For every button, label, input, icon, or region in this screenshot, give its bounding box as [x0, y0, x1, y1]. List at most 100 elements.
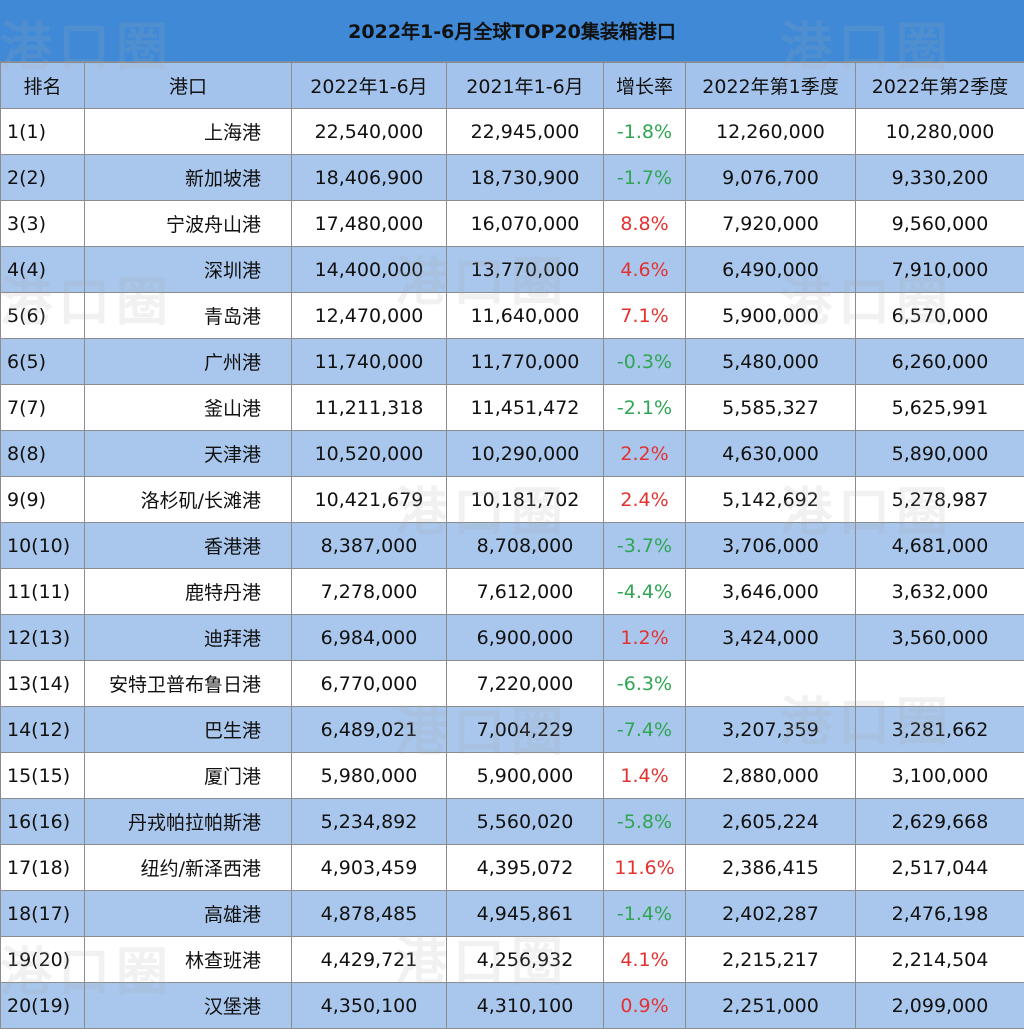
rank-cell: 12(13) [0, 614, 85, 661]
rank-cell: 8(8) [0, 430, 85, 477]
header-growth: 增长率 [603, 62, 686, 109]
table-row: 16(16) 丹戎帕拉帕斯港 5,234,892 5,560,020 -5.8% 2,60… [0, 798, 1024, 845]
table-row: 9(9) 洛杉矶/长滩港 10,421,679 10,181,702 2.4% 5,142… [0, 476, 1024, 523]
rank-cell: 17(18) [0, 844, 85, 891]
header-h1-2021: 2021年1-6月 [446, 62, 604, 109]
h1-2021-cell: 10,181,702 [446, 476, 604, 523]
q1-2022-cell: 5,585,327 [685, 384, 856, 431]
growth-cell: -6.3% [603, 660, 686, 707]
growth-cell: 8.8% [603, 200, 686, 247]
port-cell: 新加坡港 [84, 154, 292, 201]
q2-2022-cell: 6,260,000 [855, 338, 1024, 385]
h1-2021-cell: 4,256,932 [446, 936, 604, 983]
h1-2022-cell: 6,489,021 [291, 706, 447, 753]
rank-cell: 5(6) [0, 292, 85, 339]
q2-2022-cell: 2,629,668 [855, 798, 1024, 845]
table-row: 17(18) 纽约/新泽西港 4,903,459 4,395,072 11.6% 2,38… [0, 844, 1024, 891]
growth-cell: -0.3% [603, 338, 686, 385]
q2-2022-cell: 2,517,044 [855, 844, 1024, 891]
growth-cell: -3.7% [603, 522, 686, 569]
q2-2022-cell: 6,570,000 [855, 292, 1024, 339]
header-q2-2022: 2022年第2季度 [855, 62, 1024, 109]
q1-2022-cell: 5,900,000 [685, 292, 856, 339]
table-row: 1(1) 上海港 22,540,000 22,945,000 -1.8% 12,260,0… [0, 108, 1024, 155]
q2-2022-cell: 2,099,000 [855, 982, 1024, 1029]
table-title: 2022年1-6月全球TOP20集装箱港口 [0, 0, 1024, 62]
table-row: 18(17) 高雄港 4,878,485 4,945,861 -1.4% 2,402,28… [0, 890, 1024, 937]
rank-cell: 1(1) [0, 108, 85, 155]
growth-cell: 2.2% [603, 430, 686, 477]
port-cell: 上海港 [84, 108, 292, 155]
h1-2021-cell: 11,451,472 [446, 384, 604, 431]
h1-2021-cell: 7,220,000 [446, 660, 604, 707]
rank-cell: 15(15) [0, 752, 85, 799]
h1-2022-cell: 17,480,000 [291, 200, 447, 247]
h1-2021-cell: 4,310,100 [446, 982, 604, 1029]
table-row: 6(5) 广州港 11,740,000 11,770,000 -0.3% 5,480,00… [0, 338, 1024, 385]
port-cell: 高雄港 [84, 890, 292, 937]
rank-cell: 14(12) [0, 706, 85, 753]
h1-2022-cell: 11,740,000 [291, 338, 447, 385]
port-cell: 丹戎帕拉帕斯港 [84, 798, 292, 845]
port-cell: 洛杉矶/长滩港 [84, 476, 292, 523]
rank-cell: 3(3) [0, 200, 85, 247]
table-row: 12(13) 迪拜港 6,984,000 6,900,000 1.2% 3,424,000… [0, 614, 1024, 661]
q2-2022-cell: 5,890,000 [855, 430, 1024, 477]
q1-2022-cell: 2,402,287 [685, 890, 856, 937]
growth-cell: -4.4% [603, 568, 686, 615]
header-h1-2022: 2022年1-6月 [291, 62, 447, 109]
h1-2022-cell: 4,903,459 [291, 844, 447, 891]
h1-2021-cell: 11,770,000 [446, 338, 604, 385]
port-cell: 巴生港 [84, 706, 292, 753]
h1-2022-cell: 6,984,000 [291, 614, 447, 661]
q2-2022-cell: 3,100,000 [855, 752, 1024, 799]
q2-2022-cell: 9,330,200 [855, 154, 1024, 201]
q1-2022-cell: 9,076,700 [685, 154, 856, 201]
q1-2022-cell [685, 660, 856, 707]
table-row: 5(6) 青岛港 12,470,000 11,640,000 7.1% 5,900,000… [0, 292, 1024, 339]
h1-2021-cell: 22,945,000 [446, 108, 604, 155]
growth-cell: -1.7% [603, 154, 686, 201]
q2-2022-cell: 3,281,662 [855, 706, 1024, 753]
h1-2021-cell: 10,290,000 [446, 430, 604, 477]
h1-2021-cell: 5,560,020 [446, 798, 604, 845]
q1-2022-cell: 7,920,000 [685, 200, 856, 247]
q1-2022-cell: 5,142,692 [685, 476, 856, 523]
table-row: 14(12) 巴生港 6,489,021 7,004,229 -7.4% 3,207,35… [0, 706, 1024, 753]
header-port: 港口 [84, 62, 292, 109]
q1-2022-cell: 12,260,000 [685, 108, 856, 155]
growth-cell: 0.9% [603, 982, 686, 1029]
q1-2022-cell: 2,386,415 [685, 844, 856, 891]
port-cell: 深圳港 [84, 246, 292, 293]
q2-2022-cell: 3,560,000 [855, 614, 1024, 661]
h1-2021-cell: 13,770,000 [446, 246, 604, 293]
q1-2022-cell: 3,207,359 [685, 706, 856, 753]
rank-cell: 16(16) [0, 798, 85, 845]
table-row: 19(20) 林查班港 4,429,721 4,256,932 4.1% 2,215,21… [0, 936, 1024, 983]
h1-2022-cell: 7,278,000 [291, 568, 447, 615]
growth-cell: 4.6% [603, 246, 686, 293]
h1-2022-cell: 18,406,900 [291, 154, 447, 201]
growth-cell: -1.8% [603, 108, 686, 155]
port-cell: 鹿特丹港 [84, 568, 292, 615]
q1-2022-cell: 2,880,000 [685, 752, 856, 799]
q2-2022-cell: 5,278,987 [855, 476, 1024, 523]
table-row: 11(11) 鹿特丹港 7,278,000 7,612,000 -4.4% 3,646,0… [0, 568, 1024, 615]
h1-2022-cell: 10,421,679 [291, 476, 447, 523]
q2-2022-cell: 3,632,000 [855, 568, 1024, 615]
rank-cell: 6(5) [0, 338, 85, 385]
rank-cell: 9(9) [0, 476, 85, 523]
growth-cell: 2.4% [603, 476, 686, 523]
h1-2021-cell: 11,640,000 [446, 292, 604, 339]
port-ranking-table: 排名 港口 2022年1-6月 2021年1-6月 增长率 2022年第1季度 … [0, 62, 1024, 1029]
table-row: 13(14) 安特卫普布鲁日港 6,770,000 7,220,000 -6.3% [0, 660, 1024, 707]
h1-2021-cell: 16,070,000 [446, 200, 604, 247]
q2-2022-cell: 2,214,504 [855, 936, 1024, 983]
port-cell: 汉堡港 [84, 982, 292, 1029]
table-row: 7(7) 釜山港 11,211,318 11,451,472 -2.1% 5,585,32… [0, 384, 1024, 431]
port-cell: 纽约/新泽西港 [84, 844, 292, 891]
header-row: 排名 港口 2022年1-6月 2021年1-6月 增长率 2022年第1季度 … [0, 62, 1024, 109]
header-q1-2022: 2022年第1季度 [685, 62, 856, 109]
q2-2022-cell: 5,625,991 [855, 384, 1024, 431]
